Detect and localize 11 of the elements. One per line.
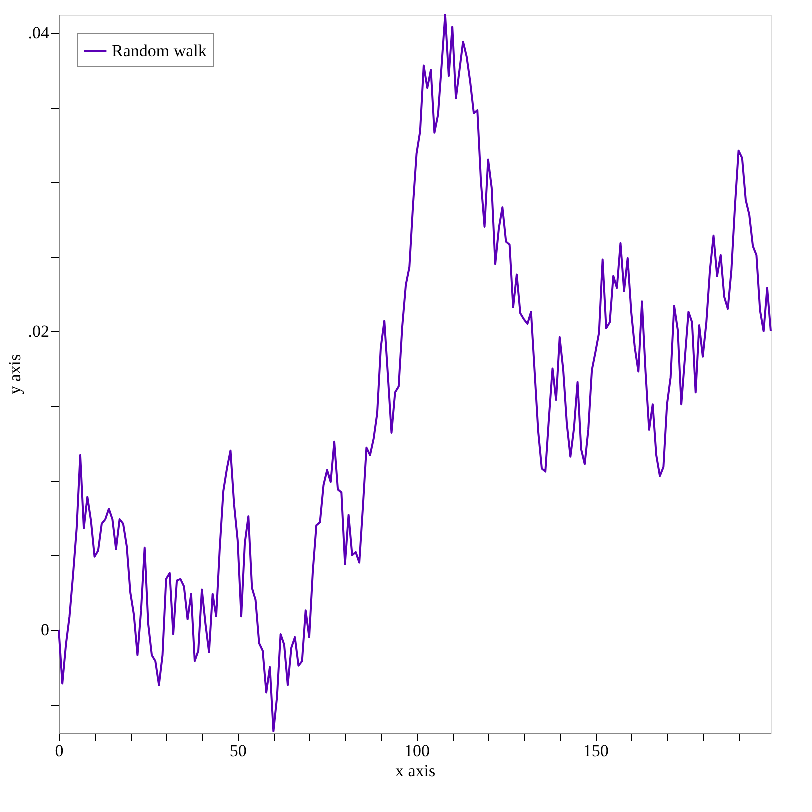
y-tick-label: 0 <box>41 620 50 640</box>
y-tick-label: .04 <box>28 23 50 42</box>
y-tick-label: .02 <box>28 322 50 341</box>
x-tick-label: 100 <box>404 742 430 760</box>
x-tick-label: 150 <box>583 742 609 760</box>
line-series <box>58 14 772 733</box>
x-tick-label: 0 <box>55 742 64 760</box>
y-axis-title: y axis <box>5 354 24 395</box>
x-axis-title: x axis <box>395 762 436 780</box>
legend-label: Random walk <box>112 42 208 60</box>
x-tick-label: 50 <box>230 742 247 760</box>
